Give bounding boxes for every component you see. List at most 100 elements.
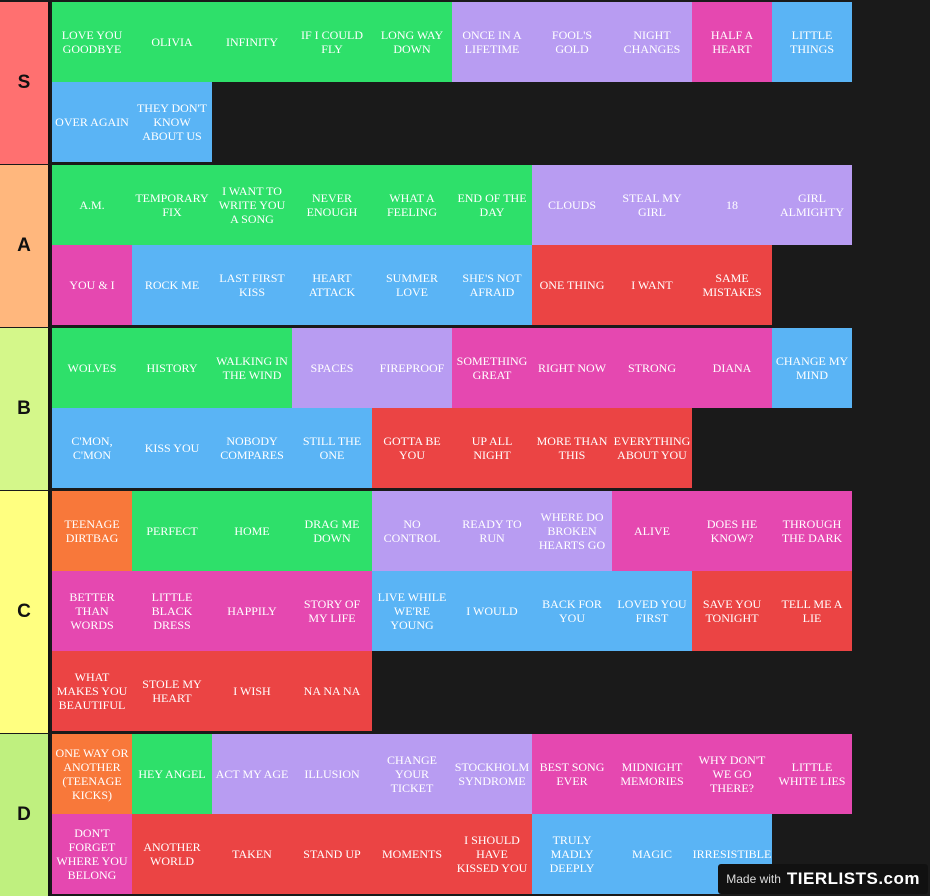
song-tile[interactable]: DOES HE KNOW?: [692, 491, 772, 571]
song-tile[interactable]: LAST FIRST KISS: [212, 245, 292, 325]
tier-label-b[interactable]: B: [0, 328, 50, 490]
song-tile[interactable]: I WANT TO WRITE YOU A SONG: [212, 165, 292, 245]
song-tile[interactable]: GOTTA BE YOU: [372, 408, 452, 488]
song-tile[interactable]: I WOULD: [452, 571, 532, 651]
song-tile[interactable]: A.M.: [52, 165, 132, 245]
song-tile[interactable]: ILLUSION: [292, 734, 372, 814]
song-tile[interactable]: NIGHT CHANGES: [612, 2, 692, 82]
song-tile[interactable]: NOBODY COMPARES: [212, 408, 292, 488]
tier-items-d[interactable]: ONE WAY OR ANOTHER (TEENAGE KICKS) HEY AN…: [50, 734, 930, 896]
song-tile[interactable]: SPACES: [292, 328, 372, 408]
tier-items-c[interactable]: TEENAGE DIRTBAG PERFECT HOME DRAG ME DOWN NO…: [50, 491, 930, 733]
song-tile[interactable]: UP ALL NIGHT: [452, 408, 532, 488]
song-tile[interactable]: BETTER THAN WORDS: [52, 571, 132, 651]
song-tile[interactable]: INFINITY: [212, 2, 292, 82]
tier-label-d[interactable]: D: [0, 734, 50, 896]
song-tile[interactable]: WHERE DO BROKEN HEARTS GO: [532, 491, 612, 571]
song-tile[interactable]: I SHOULD HAVE KISSED YOU: [452, 814, 532, 894]
tier-label-s[interactable]: S: [0, 2, 50, 164]
song-tile[interactable]: STRONG: [612, 328, 692, 408]
song-tile[interactable]: NA NA NA: [292, 651, 372, 731]
song-tile[interactable]: OLIVIA: [132, 2, 212, 82]
song-tile[interactable]: LITTLE WHITE LIES: [772, 734, 852, 814]
song-tile[interactable]: NEVER ENOUGH: [292, 165, 372, 245]
song-tile[interactable]: MORE THAN THIS: [532, 408, 612, 488]
song-tile[interactable]: HALF A HEART: [692, 2, 772, 82]
tier-items-a[interactable]: A.M. TEMPORARY FIX I WANT TO WRITE YOU A S…: [50, 165, 930, 327]
tierlists-watermark[interactable]: Made with TIERLISTS.com: [718, 864, 928, 894]
song-tile[interactable]: SHE'S NOT AFRAID: [452, 245, 532, 325]
song-tile[interactable]: SAME MISTAKES: [692, 245, 772, 325]
tier-label-a[interactable]: A: [0, 165, 50, 327]
song-tile[interactable]: SOMETHING GREAT: [452, 328, 532, 408]
tier-label-c[interactable]: C: [0, 491, 50, 733]
song-tile[interactable]: I WISH: [212, 651, 292, 731]
song-tile[interactable]: C'MON, C'MON: [52, 408, 132, 488]
song-tile[interactable]: 18: [692, 165, 772, 245]
song-tile[interactable]: BEST SONG EVER: [532, 734, 612, 814]
song-tile[interactable]: LITTLE BLACK DRESS: [132, 571, 212, 651]
song-tile[interactable]: DON'T FORGET WHERE YOU BELONG: [52, 814, 132, 894]
song-tile[interactable]: STEAL MY GIRL: [612, 165, 692, 245]
song-tile[interactable]: TELL ME A LIE: [772, 571, 852, 651]
song-tile[interactable]: LOVE YOU GOODBYE: [52, 2, 132, 82]
song-tile[interactable]: SUMMER LOVE: [372, 245, 452, 325]
song-tile[interactable]: LONG WAY DOWN: [372, 2, 452, 82]
song-tile[interactable]: FOOL'S GOLD: [532, 2, 612, 82]
song-tile[interactable]: FIREPROOF: [372, 328, 452, 408]
song-tile[interactable]: HEART ATTACK: [292, 245, 372, 325]
song-tile[interactable]: HAPPILY: [212, 571, 292, 651]
song-tile[interactable]: MOMENTS: [372, 814, 452, 894]
song-tile[interactable]: THROUGH THE DARK: [772, 491, 852, 571]
song-tile[interactable]: RIGHT NOW: [532, 328, 612, 408]
song-tile[interactable]: STORY OF MY LIFE: [292, 571, 372, 651]
song-tile[interactable]: ALIVE: [612, 491, 692, 571]
song-tile[interactable]: WHY DON'T WE GO THERE?: [692, 734, 772, 814]
song-tile[interactable]: WOLVES: [52, 328, 132, 408]
song-tile[interactable]: TAKEN: [212, 814, 292, 894]
song-tile[interactable]: YOU & I: [52, 245, 132, 325]
song-tile[interactable]: WHAT MAKES YOU BEAUTIFUL: [52, 651, 132, 731]
song-tile[interactable]: GIRL ALMIGHTY: [772, 165, 852, 245]
song-tile[interactable]: THEY DON'T KNOW ABOUT US: [132, 82, 212, 162]
song-tile[interactable]: LITTLE THINGS: [772, 2, 852, 82]
song-tile[interactable]: HISTORY: [132, 328, 212, 408]
song-tile[interactable]: LIVE WHILE WE'RE YOUNG: [372, 571, 452, 651]
song-tile[interactable]: CLOUDS: [532, 165, 612, 245]
song-tile[interactable]: TRULY MADLY DEEPLY: [532, 814, 612, 894]
song-tile[interactable]: END OF THE DAY: [452, 165, 532, 245]
song-tile[interactable]: IF I COULD FLY: [292, 2, 372, 82]
song-tile[interactable]: ANOTHER WORLD: [132, 814, 212, 894]
song-tile[interactable]: SAVE YOU TONIGHT: [692, 571, 772, 651]
song-tile[interactable]: HOME: [212, 491, 292, 571]
song-tile[interactable]: MAGIC: [612, 814, 692, 894]
song-tile[interactable]: NO CONTROL: [372, 491, 452, 571]
song-tile[interactable]: STOLE MY HEART: [132, 651, 212, 731]
song-tile[interactable]: TEMPORARY FIX: [132, 165, 212, 245]
song-tile[interactable]: ONE WAY OR ANOTHER (TEENAGE KICKS): [52, 734, 132, 814]
song-tile[interactable]: EVERYTHING ABOUT YOU: [612, 408, 692, 488]
song-tile[interactable]: DRAG ME DOWN: [292, 491, 372, 571]
song-tile[interactable]: ACT MY AGE: [212, 734, 292, 814]
song-tile[interactable]: WALKING IN THE WIND: [212, 328, 292, 408]
song-tile[interactable]: TEENAGE DIRTBAG: [52, 491, 132, 571]
song-tile[interactable]: DIANA: [692, 328, 772, 408]
tier-items-s[interactable]: LOVE YOU GOODBYE OLIVIA INFINITY IF I COULD…: [50, 2, 930, 164]
song-tile[interactable]: READY TO RUN: [452, 491, 532, 571]
song-tile[interactable]: WHAT A FEELING: [372, 165, 452, 245]
song-tile[interactable]: LOVED YOU FIRST: [612, 571, 692, 651]
song-tile[interactable]: ONE THING: [532, 245, 612, 325]
tier-items-b[interactable]: WOLVES HISTORY WALKING IN THE WIND SPACES FI…: [50, 328, 930, 490]
song-tile[interactable]: MIDNIGHT MEMORIES: [612, 734, 692, 814]
song-tile[interactable]: STAND UP: [292, 814, 372, 894]
song-tile[interactable]: STOCKHOLM SYNDROME: [452, 734, 532, 814]
song-tile[interactable]: KISS YOU: [132, 408, 212, 488]
song-tile[interactable]: OVER AGAIN: [52, 82, 132, 162]
song-tile[interactable]: STILL THE ONE: [292, 408, 372, 488]
song-tile[interactable]: PERFECT: [132, 491, 212, 571]
song-tile[interactable]: I WANT: [612, 245, 692, 325]
song-tile[interactable]: ONCE IN A LIFETIME: [452, 2, 532, 82]
song-tile[interactable]: ROCK ME: [132, 245, 212, 325]
song-tile[interactable]: HEY ANGEL: [132, 734, 212, 814]
song-tile[interactable]: BACK FOR YOU: [532, 571, 612, 651]
